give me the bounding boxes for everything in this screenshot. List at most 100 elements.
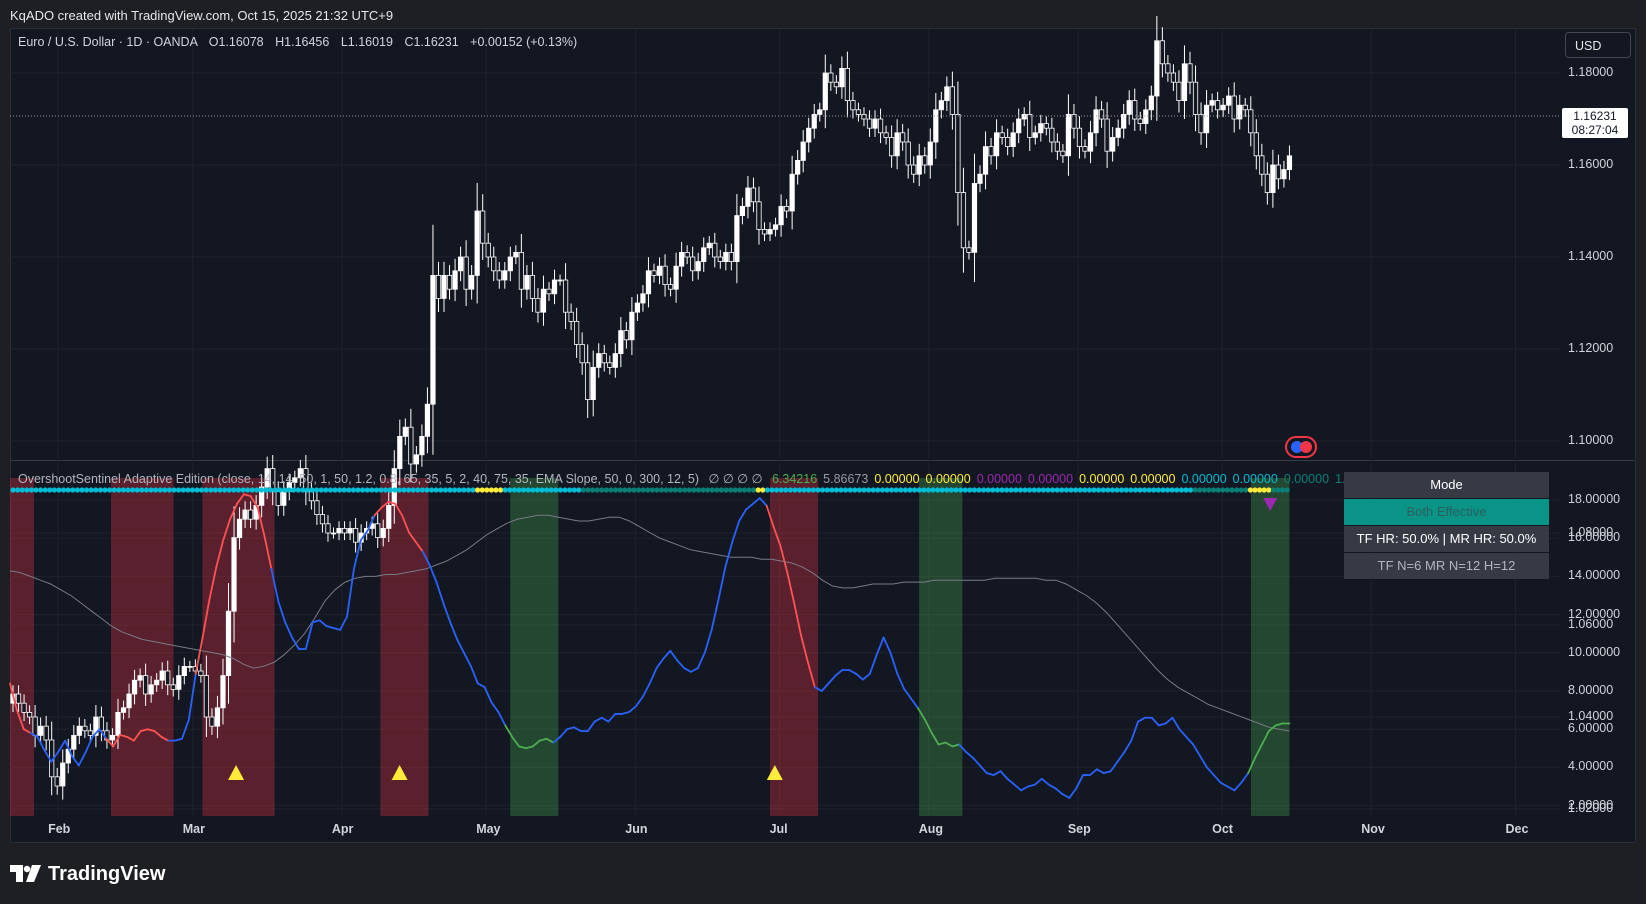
state-dot	[318, 487, 324, 493]
oscillator-segment	[903, 688, 913, 700]
candle-body	[485, 242, 491, 258]
oscillator-segment	[311, 619, 321, 624]
candle-body	[850, 100, 856, 111]
state-dot	[410, 487, 416, 493]
oscillator-segment	[332, 627, 342, 631]
state-dot	[686, 487, 692, 493]
oscillator-segment	[669, 649, 679, 662]
state-dot	[212, 487, 218, 493]
oscillator-segment	[71, 755, 80, 767]
state-dot	[516, 487, 522, 493]
state-dot	[824, 487, 830, 493]
state-dot	[608, 487, 614, 493]
oscillator-segment	[1199, 755, 1208, 769]
symbol-name[interactable]: Euro / U.S. Dollar · 1D · OANDA	[18, 35, 198, 49]
hit-rates: TF HR: 50.0% | MR HR: 50.0%	[1344, 526, 1549, 552]
price-axis-label: 1.04000	[1568, 709, 1614, 723]
state-dot	[833, 487, 840, 493]
signal-zone	[111, 478, 174, 816]
state-dot	[958, 487, 964, 493]
state-dot	[217, 487, 223, 493]
oscillator-segment	[1075, 774, 1084, 790]
oscillator-segment	[511, 735, 520, 748]
candle-body	[872, 118, 878, 129]
chart-frame[interactable]	[10, 28, 1636, 843]
candle-body	[811, 114, 817, 129]
oscillator-segment	[1150, 716, 1160, 727]
state-dot	[1137, 487, 1143, 493]
state-dot	[1275, 487, 1281, 493]
state-dot	[364, 487, 370, 493]
candle-body	[1154, 40, 1160, 97]
sample-counts: TF N=6 MR N=12 H=12	[1344, 553, 1549, 579]
state-dot	[309, 487, 315, 493]
candle-body	[336, 528, 342, 534]
pane-divider[interactable]	[10, 460, 1636, 461]
candle-body	[756, 201, 762, 230]
state-dot	[130, 487, 136, 493]
state-dot	[1247, 487, 1253, 493]
oscillator-segment	[353, 539, 362, 570]
state-dot	[1211, 487, 1217, 493]
state-dot	[718, 487, 725, 493]
indicator-value: 0.00000	[1130, 472, 1176, 486]
state-dot	[166, 487, 172, 493]
oscillator-segment	[607, 713, 617, 723]
oscillator-segment	[1054, 787, 1064, 796]
oscillator-segment	[724, 541, 734, 568]
candle-body	[540, 288, 547, 313]
candle-body	[137, 675, 143, 681]
oscillator-segment	[421, 550, 431, 566]
state-dot	[447, 487, 453, 493]
indicator-title[interactable]: OvershootSentinel Adaptive Edition (clos…	[18, 472, 700, 486]
candle-body	[673, 265, 679, 290]
state-dot	[640, 487, 646, 493]
indicator-axis-label: 10.00000	[1568, 644, 1621, 659]
candle-body	[1071, 114, 1077, 129]
state-dot	[189, 487, 195, 493]
flag-icon[interactable]	[1285, 436, 1317, 458]
state-dot	[74, 487, 80, 493]
candle-body	[574, 320, 580, 345]
candle-body	[413, 454, 419, 465]
candle-body	[143, 675, 149, 695]
indicator-legend[interactable]: OvershootSentinel Adaptive Edition (clos…	[18, 471, 1392, 486]
symbol-legend[interactable]: Euro / U.S. Dollar · 1D · OANDA O1.16078…	[18, 35, 577, 49]
candle-body	[259, 486, 265, 506]
state-dot	[452, 487, 458, 493]
oscillator-segment	[910, 697, 919, 710]
candle-body	[347, 528, 353, 534]
candle-body	[408, 426, 414, 465]
candle-body	[1209, 100, 1215, 106]
oscillator-segment	[896, 672, 906, 690]
candle-body	[1176, 81, 1182, 101]
state-dot	[1178, 487, 1184, 493]
oscillator-segment	[1157, 722, 1167, 727]
state-dot	[272, 487, 278, 493]
oscillator-segment	[972, 756, 981, 767]
oscillator-segment	[1233, 781, 1243, 792]
oscillator-segment	[985, 772, 995, 776]
state-dot	[222, 487, 228, 493]
state-dot	[157, 487, 163, 493]
candle-body	[905, 141, 911, 166]
currency-button[interactable]: USD	[1565, 32, 1631, 58]
oscillator-segment	[215, 539, 225, 568]
tradingview-logo[interactable]: TradingView	[10, 860, 165, 888]
state-dot	[916, 487, 922, 493]
candle-body	[601, 353, 607, 364]
oscillator-segment	[91, 728, 101, 738]
candle-body	[596, 353, 602, 368]
oscillator-segment	[758, 497, 768, 507]
candle-body	[352, 528, 359, 543]
oscillator-segment	[834, 669, 844, 677]
oscillator-segment	[339, 615, 348, 631]
candle-body	[154, 679, 160, 686]
candle-body	[734, 215, 740, 263]
state-dot	[594, 487, 600, 493]
candle-body	[225, 610, 232, 677]
indicator-value: 0.00000	[976, 472, 1022, 486]
candle-body	[579, 343, 585, 364]
candle-body	[446, 274, 453, 290]
